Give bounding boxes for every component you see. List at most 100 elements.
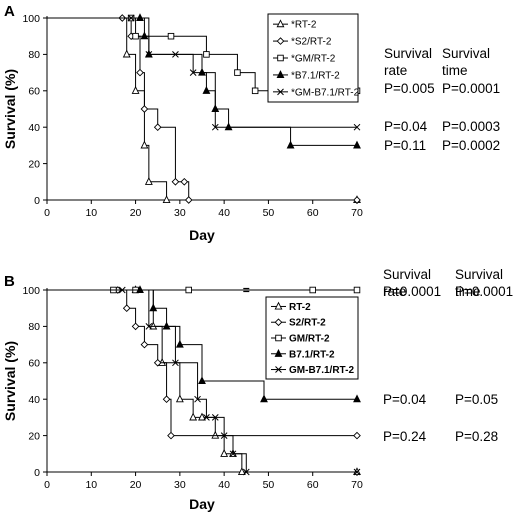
data-point [131, 85, 140, 94]
data-point [149, 303, 158, 312]
stats-header: Survival rate Survival time [384, 46, 490, 78]
data-point [136, 285, 144, 294]
series-2 [47, 14, 361, 204]
data-point [172, 359, 179, 367]
data-point [220, 432, 228, 439]
x-tick-label: 30 [174, 479, 186, 491]
stats-header-rate: Survival [383, 267, 431, 282]
data-point [167, 431, 175, 440]
legend-marker [274, 301, 283, 310]
x-tick-label: 60 [307, 479, 319, 491]
legend-marker [276, 37, 285, 45]
legend-label: B7.1/RT-2 [289, 349, 335, 360]
data-point [127, 14, 135, 22]
panel-label: A [4, 3, 15, 20]
data-point [353, 468, 361, 476]
stats-header-time: Survival [442, 46, 490, 61]
data-point [140, 340, 149, 349]
data-point [131, 322, 140, 331]
data-point [353, 140, 361, 149]
x-tick-label: 70 [351, 479, 363, 491]
x-tick-label: 20 [130, 479, 142, 491]
stat-time-p-value: P=0.0003 [442, 119, 500, 134]
series-line [47, 289, 357, 400]
legend-label: S2/RT-2 [289, 318, 326, 329]
data-point [162, 195, 171, 204]
stats-header-rate: rate [383, 284, 406, 299]
data-point [175, 394, 184, 403]
x-tick-label: 70 [351, 207, 363, 219]
legend-marker [274, 348, 283, 357]
y-tick-label: 20 [28, 430, 40, 442]
data-point [136, 13, 144, 22]
series-2 [47, 286, 361, 440]
legend-label: GM/RT-2 [289, 334, 330, 345]
stats-header-rate: Survival [384, 46, 432, 61]
data-point [194, 395, 201, 403]
stats-header-time: time [455, 284, 481, 299]
data-point [198, 67, 206, 76]
legend-label: *RT-2 [291, 20, 317, 31]
data-point [171, 177, 180, 186]
y-tick-label: 60 [28, 358, 40, 370]
stats-header-rate: rate [384, 63, 407, 78]
data-point [162, 321, 171, 330]
stat-rate-p-value: P=0.11 [384, 138, 426, 153]
data-point [202, 85, 211, 94]
series-5 [47, 14, 361, 131]
legend-marker [275, 334, 282, 342]
stat-time-p-value: P=0.28 [455, 429, 498, 444]
y-tick-label: 100 [22, 285, 40, 297]
x-tick-label: 10 [85, 479, 97, 491]
x-tick-label: 60 [307, 207, 319, 219]
data-point [260, 394, 268, 403]
stat-time-p-value: P=0.05 [455, 392, 498, 407]
data-point [136, 68, 144, 77]
data-point [251, 87, 259, 95]
data-point [229, 450, 237, 458]
data-point [353, 196, 361, 204]
data-point [140, 105, 149, 113]
stats-header: Survival rate Survival time [383, 267, 503, 299]
data-point [122, 304, 131, 313]
x-tick-label: 50 [263, 479, 275, 491]
series-line [47, 289, 357, 473]
data-point [185, 286, 192, 294]
x-tick-label: 0 [44, 479, 50, 491]
data-point [140, 31, 149, 40]
x-tick-label: 50 [263, 207, 275, 219]
legend-label: *B7.1/RT-2 [291, 70, 340, 81]
data-point [162, 395, 171, 404]
data-point [224, 122, 233, 131]
legend-marker [277, 54, 284, 62]
data-point [220, 448, 229, 457]
series-4 [47, 285, 361, 403]
x-tick-label: 30 [174, 207, 186, 219]
data-point [353, 123, 361, 131]
data-point [203, 51, 210, 58]
legend-label: GM-B7.1/RT-2 [289, 365, 354, 376]
stat-rate-p-value: P=0.04 [383, 392, 427, 407]
data-point [353, 394, 361, 403]
data-point [353, 286, 361, 294]
data-point [149, 321, 158, 330]
panel-b: B 0 20 40 60 80 100 0 10 20 30 40 50 60 70 Day Survival … [2, 267, 513, 512]
y-tick-label: 80 [28, 321, 40, 333]
y-tick-label: 20 [28, 158, 40, 170]
data-point [211, 123, 219, 131]
legend-label: *GM-B7.1/RT-2 [291, 87, 360, 98]
y-tick-label: 0 [34, 195, 40, 207]
data-point [172, 51, 179, 58]
stat-rate-p-value: P=0.04 [384, 119, 428, 134]
x-tick-label: 40 [218, 207, 230, 219]
y-tick-label: 60 [28, 86, 40, 98]
series-line [47, 17, 357, 201]
x-tick-label: 40 [218, 479, 230, 491]
data-point [180, 177, 189, 186]
x-axis-title: Day [189, 496, 215, 512]
y-tick-label: 40 [28, 122, 40, 134]
panel-a: A 0 20 40 60 80 100 0 10 20 30 40 50 60 70 Day Survival … [2, 3, 500, 243]
legend-marker [275, 366, 282, 373]
data-point [140, 140, 149, 149]
